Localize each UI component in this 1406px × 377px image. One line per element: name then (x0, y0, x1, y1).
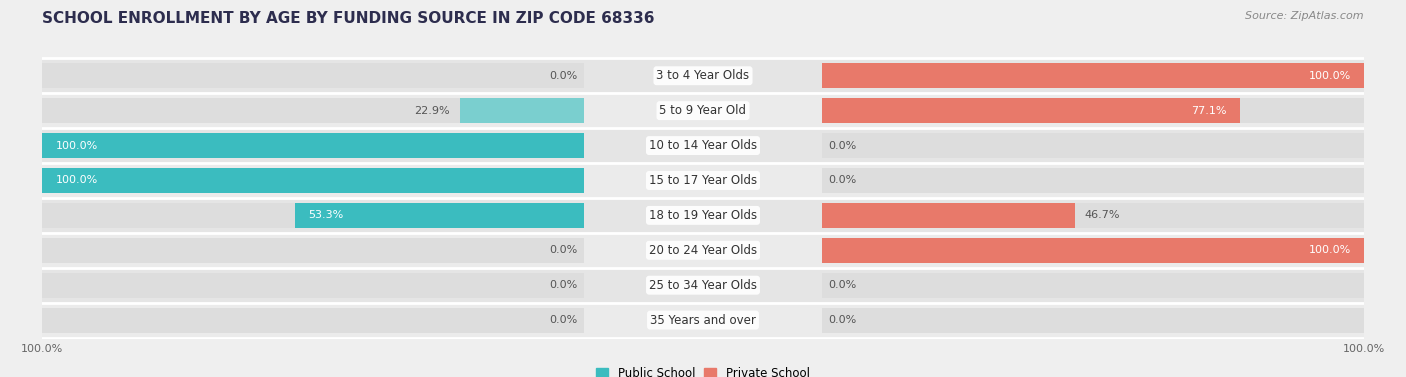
Text: 100.0%: 100.0% (1309, 245, 1351, 255)
Bar (823, 273, 1364, 298)
Text: 0.0%: 0.0% (550, 280, 578, 290)
Bar (823, 238, 1364, 263)
Text: 0.0%: 0.0% (550, 71, 578, 81)
Bar (42, 63, 583, 88)
Text: 46.7%: 46.7% (1085, 210, 1121, 221)
Text: 0.0%: 0.0% (828, 175, 856, 185)
Bar (42, 198, 1364, 233)
Text: 20 to 24 Year Olds: 20 to 24 Year Olds (650, 244, 756, 257)
Text: 0.0%: 0.0% (550, 245, 578, 255)
Text: 3 to 4 Year Olds: 3 to 4 Year Olds (657, 69, 749, 82)
Bar (823, 238, 1364, 263)
Bar (42, 98, 583, 123)
Bar (42, 268, 1364, 303)
Bar (823, 98, 1240, 123)
Bar (42, 163, 1364, 198)
Bar (42, 303, 1364, 337)
Bar (823, 63, 1364, 88)
Bar (42, 308, 583, 333)
Text: 0.0%: 0.0% (550, 315, 578, 325)
Text: 100.0%: 100.0% (55, 175, 97, 185)
Text: 100.0%: 100.0% (55, 141, 97, 150)
Text: 18 to 19 Year Olds: 18 to 19 Year Olds (650, 209, 756, 222)
Text: Source: ZipAtlas.com: Source: ZipAtlas.com (1246, 11, 1364, 21)
Bar (42, 168, 583, 193)
Bar (295, 203, 583, 228)
Bar (42, 273, 583, 298)
Text: 15 to 17 Year Olds: 15 to 17 Year Olds (650, 174, 756, 187)
Text: 0.0%: 0.0% (828, 280, 856, 290)
Bar (823, 133, 1364, 158)
Bar (823, 168, 1364, 193)
Bar (42, 133, 583, 158)
Text: 22.9%: 22.9% (415, 106, 450, 116)
Text: SCHOOL ENROLLMENT BY AGE BY FUNDING SOURCE IN ZIP CODE 68336: SCHOOL ENROLLMENT BY AGE BY FUNDING SOUR… (42, 11, 655, 26)
Bar (42, 133, 583, 158)
Text: 10 to 14 Year Olds: 10 to 14 Year Olds (650, 139, 756, 152)
Bar (42, 233, 1364, 268)
Text: 0.0%: 0.0% (828, 141, 856, 150)
Bar (42, 128, 1364, 163)
Text: 5 to 9 Year Old: 5 to 9 Year Old (659, 104, 747, 117)
Bar (42, 58, 1364, 93)
Bar (823, 308, 1364, 333)
Text: 100.0%: 100.0% (1309, 71, 1351, 81)
Bar (823, 98, 1364, 123)
Text: 0.0%: 0.0% (828, 315, 856, 325)
Text: 35 Years and over: 35 Years and over (650, 314, 756, 326)
Bar (42, 238, 583, 263)
Bar (42, 93, 1364, 128)
Bar (460, 98, 583, 123)
Text: 77.1%: 77.1% (1191, 106, 1226, 116)
Bar (823, 203, 1076, 228)
Legend: Public School, Private School: Public School, Private School (592, 362, 814, 377)
Bar (823, 203, 1364, 228)
Text: 25 to 34 Year Olds: 25 to 34 Year Olds (650, 279, 756, 292)
Bar (823, 63, 1364, 88)
Text: 53.3%: 53.3% (308, 210, 343, 221)
Bar (42, 168, 583, 193)
Bar (42, 203, 583, 228)
